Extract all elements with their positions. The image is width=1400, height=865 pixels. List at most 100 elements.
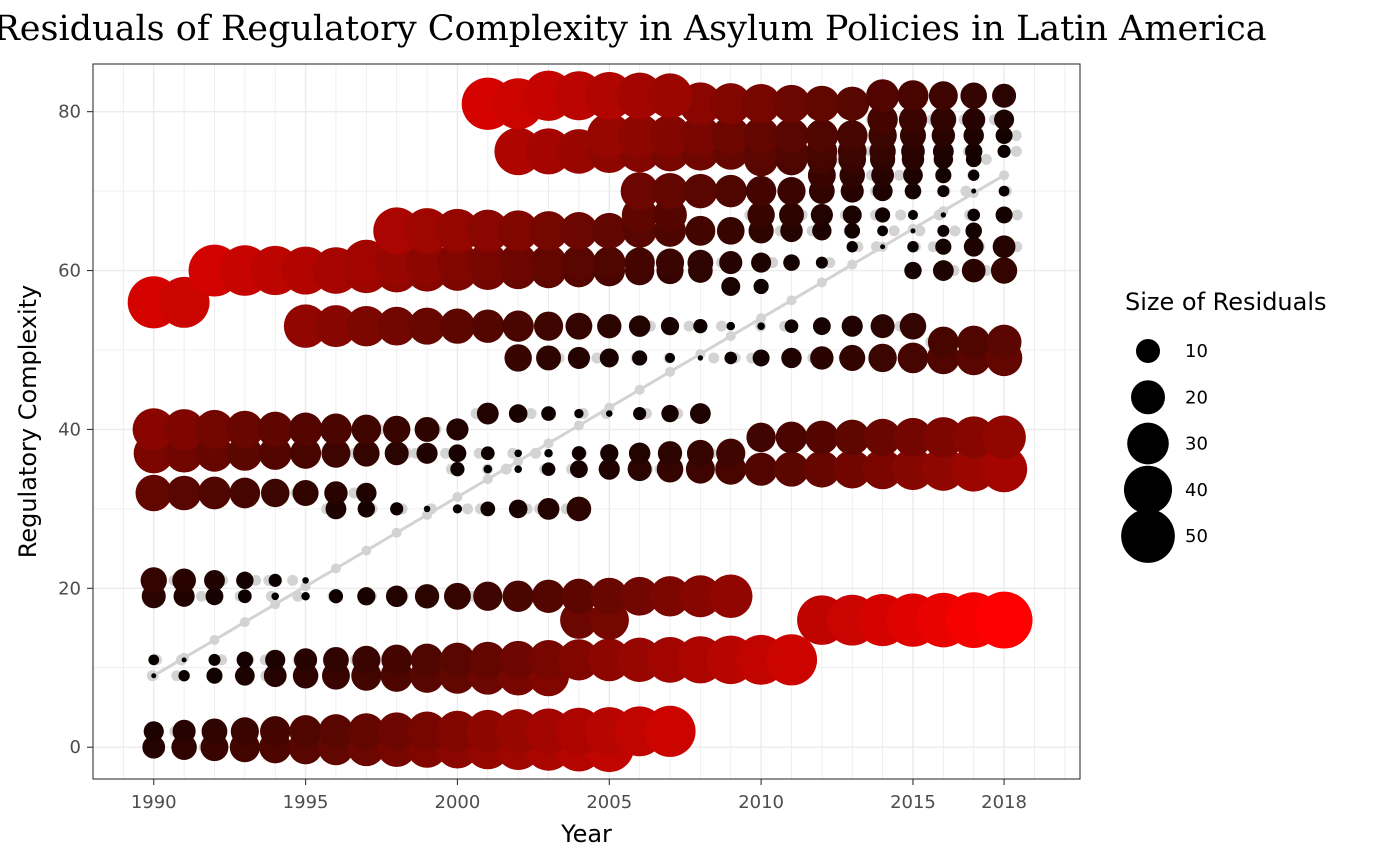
residual-point xyxy=(893,417,933,457)
residual-point xyxy=(390,502,404,516)
residual-point xyxy=(530,244,567,281)
y-tick-label: 40 xyxy=(58,419,81,440)
reference-point xyxy=(708,352,720,364)
residual-point xyxy=(810,203,833,227)
residual-point xyxy=(541,462,556,477)
residual-point xyxy=(832,449,872,489)
residual-point xyxy=(408,307,446,345)
residual-point xyxy=(693,319,708,334)
residual-point xyxy=(994,109,1015,130)
residual-point xyxy=(812,317,831,336)
residual-point xyxy=(995,206,1013,224)
residual-point xyxy=(868,343,897,373)
residual-point xyxy=(834,419,870,456)
residual-point xyxy=(963,125,984,146)
reference-point xyxy=(1010,130,1022,141)
reference-point xyxy=(287,574,299,586)
residual-point xyxy=(757,322,765,330)
reference-point xyxy=(716,320,728,332)
residual-point xyxy=(746,422,776,453)
residual-point xyxy=(204,569,225,591)
residual-point xyxy=(473,581,503,611)
residual-point xyxy=(892,448,934,491)
residual-point xyxy=(992,83,1017,108)
residual-point xyxy=(446,418,469,441)
residual-point xyxy=(992,235,1016,259)
x-tick-label: 2005 xyxy=(586,792,632,813)
residual-point xyxy=(995,127,1013,144)
residual-point xyxy=(863,418,902,457)
residual-point xyxy=(774,118,809,153)
residual-point xyxy=(271,592,280,601)
residual-point xyxy=(508,404,528,423)
residual-point xyxy=(709,574,753,619)
residual-point xyxy=(236,651,254,669)
residual-point xyxy=(980,446,1028,493)
y-tick-label: 20 xyxy=(58,578,81,599)
reference-point xyxy=(1010,145,1022,157)
residual-point xyxy=(544,449,553,458)
residual-point xyxy=(844,222,861,239)
y-axis-title: Regulatory Complexity xyxy=(14,285,42,559)
residual-point xyxy=(897,342,929,374)
residual-point xyxy=(321,438,351,468)
residual-point xyxy=(841,315,863,337)
residual-point xyxy=(382,415,411,444)
residual-point xyxy=(815,256,828,269)
reference-point xyxy=(895,209,907,221)
residual-point xyxy=(499,640,538,679)
residual-point xyxy=(497,210,539,252)
residual-point xyxy=(561,245,597,280)
residual-point xyxy=(680,115,721,156)
residual-point xyxy=(633,406,647,421)
residual-point xyxy=(928,81,958,111)
residual-point xyxy=(561,578,597,614)
residual-point xyxy=(353,439,380,467)
residual-point xyxy=(181,657,187,663)
residual-point xyxy=(407,711,447,752)
residual-point xyxy=(870,314,895,339)
x-axis-title: Year xyxy=(560,820,612,848)
residual-point xyxy=(289,715,322,748)
residual-point xyxy=(644,705,696,757)
residual-point xyxy=(605,410,613,417)
residual-point xyxy=(351,414,382,445)
residual-point xyxy=(448,444,467,463)
residual-point xyxy=(301,592,310,601)
residual-point xyxy=(166,475,202,511)
residual-point xyxy=(198,476,231,510)
residual-point xyxy=(502,310,534,342)
residual-point xyxy=(647,73,693,119)
residual-point xyxy=(288,412,323,447)
reference-point xyxy=(440,447,452,459)
residual-point xyxy=(325,498,347,520)
residual-point xyxy=(803,450,841,488)
residual-point xyxy=(719,251,743,275)
reference-point xyxy=(888,225,900,237)
residual-point xyxy=(904,182,922,200)
residual-point xyxy=(483,464,493,474)
residual-point xyxy=(714,174,747,208)
chart-title: Residuals of Regulatory Complexity in As… xyxy=(0,9,1267,49)
residual-point xyxy=(590,577,628,615)
residual-point xyxy=(352,645,381,674)
residual-point xyxy=(651,172,689,210)
residual-point xyxy=(620,172,659,211)
residual-point xyxy=(866,79,900,113)
residual-point xyxy=(314,305,357,348)
y-tick-label: 80 xyxy=(58,102,81,123)
residual-point xyxy=(961,258,986,283)
residual-point xyxy=(318,714,354,749)
residual-point xyxy=(899,312,927,340)
residual-point xyxy=(968,169,980,181)
residual-point xyxy=(450,462,465,477)
residual-point xyxy=(593,246,626,279)
residual-point xyxy=(574,408,584,419)
residual-point xyxy=(324,481,348,505)
residual-point xyxy=(436,710,479,752)
residual-point xyxy=(963,236,984,257)
residual-points xyxy=(127,70,1033,773)
residual-point xyxy=(357,500,376,518)
residual-point xyxy=(962,108,986,132)
